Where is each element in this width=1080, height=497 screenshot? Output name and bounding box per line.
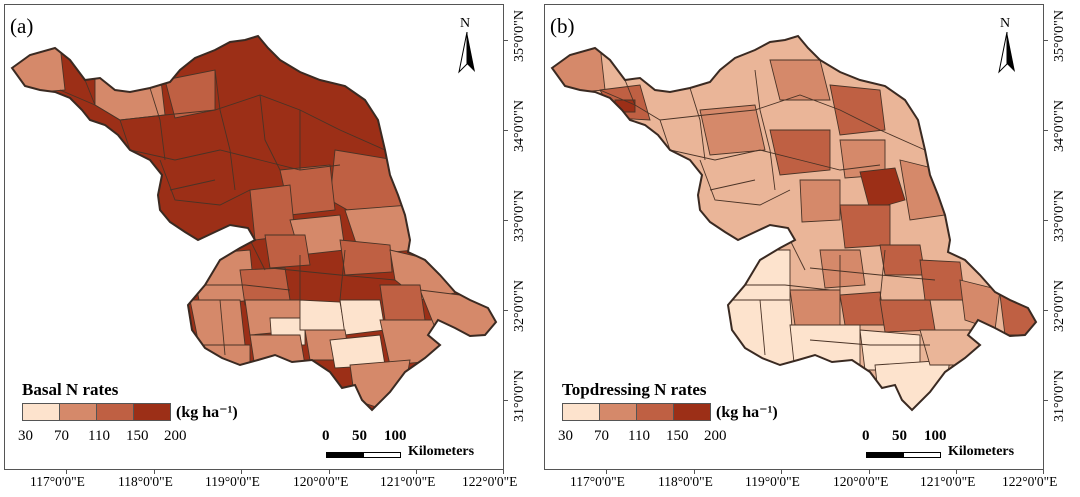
lon-tick: [956, 469, 957, 474]
north-arrow: N: [455, 16, 479, 74]
panel-label: (a): [10, 14, 34, 38]
north-label: N: [460, 16, 471, 31]
legend-swatches: (kg ha⁻¹): [22, 402, 238, 422]
map-panel-basal: (a) N Basal N rates (kg ha⁻¹) 30 70 110 …: [4, 4, 527, 489]
legend-unit: (kg ha⁻¹): [716, 404, 778, 421]
lat-label: 33°0'0"N: [512, 190, 527, 242]
lon-label: 117°0'0"E: [30, 474, 85, 489]
legend-swatches: (kg ha⁻¹): [562, 402, 778, 422]
lat-tick: [503, 400, 508, 401]
scale-number: 50: [352, 428, 367, 444]
legend-tick: 70: [594, 428, 609, 444]
lon-tick: [869, 469, 870, 474]
lat-label: 32°0'0"N: [512, 280, 527, 332]
lon-tick: [241, 469, 242, 474]
lon-label: 122°0'0"E: [462, 474, 518, 489]
scale-unit: Kilometers: [948, 444, 1015, 459]
lon-tick: [606, 469, 607, 474]
scale-number: 100: [924, 428, 947, 444]
scale-number: 0: [322, 428, 330, 444]
lat-label: 33°0'0"N: [1052, 190, 1067, 242]
lat-label: 32°0'0"N: [1052, 280, 1067, 332]
legend-tick: 200: [704, 428, 727, 444]
lat-tick: [1043, 220, 1048, 221]
north-arrow-icon: [998, 32, 1015, 74]
legend-title: Topdressing N rates: [562, 380, 707, 399]
lon-label: 120°0'0"E: [833, 474, 889, 489]
scale-bar: [326, 452, 401, 458]
lat-tick: [1043, 400, 1048, 401]
province-map: [550, 34, 1038, 412]
lon-label: 121°0'0"E: [380, 474, 436, 489]
legend-tick: 110: [628, 428, 650, 444]
legend-swatch-150-200: [133, 403, 171, 421]
lon-label: 118°0'0"E: [118, 474, 173, 489]
lat-tick: [1043, 130, 1048, 131]
legend-tick: 200: [164, 428, 187, 444]
lon-tick: [329, 469, 330, 474]
legend-tick: 30: [18, 428, 33, 444]
scale-number: 0: [862, 428, 870, 444]
legend-swatch-110-150: [636, 403, 674, 421]
lon-tick: [416, 469, 417, 474]
legend-tick: 110: [88, 428, 110, 444]
lon-label: 118°0'0"E: [658, 474, 713, 489]
province-outline: [550, 34, 1038, 412]
panel-label: (b): [550, 14, 575, 38]
lat-tick: [503, 220, 508, 221]
legend-tick: 150: [666, 428, 689, 444]
lat-tick: [1043, 310, 1048, 311]
north-label: N: [1000, 16, 1011, 31]
province-outline: [10, 34, 498, 412]
legend-swatch-110-150: [96, 403, 134, 421]
lat-tick: [503, 310, 508, 311]
lat-label: 35°0'0"N: [1052, 10, 1067, 62]
lat-label: 35°0'0"N: [512, 10, 527, 62]
scale-number: 50: [892, 428, 907, 444]
lon-tick: [1043, 469, 1044, 474]
lon-label: 119°0'0"E: [745, 474, 800, 489]
north-arrow-icon: [458, 32, 475, 74]
legend-swatch-30-70: [562, 403, 600, 421]
lat-tick: [503, 40, 508, 41]
legend-tick: 150: [126, 428, 149, 444]
north-arrow: N: [995, 16, 1019, 74]
legend-tick: 70: [54, 428, 69, 444]
lat-tick: [503, 130, 508, 131]
lat-label: 31°0'0"N: [512, 370, 527, 422]
lon-tick: [66, 469, 67, 474]
lon-label: 120°0'0"E: [293, 474, 349, 489]
legend-swatch-150-200: [673, 403, 711, 421]
legend-swatch-30-70: [22, 403, 60, 421]
lat-label: 31°0'0"N: [1052, 370, 1067, 422]
legend-tick: 30: [558, 428, 573, 444]
lat-tick: [1043, 40, 1048, 41]
lon-tick: [694, 469, 695, 474]
lat-label: 34°0'0"N: [512, 100, 527, 152]
lat-label: 34°0'0"N: [1052, 100, 1067, 152]
legend-swatch-70-110: [59, 403, 97, 421]
scale-bar: [866, 452, 941, 458]
lon-label: 119°0'0"E: [205, 474, 260, 489]
lon-label: 122°0'0"E: [1002, 474, 1058, 489]
lon-tick: [503, 469, 504, 474]
lon-label: 121°0'0"E: [920, 474, 976, 489]
scale-unit: Kilometers: [408, 444, 475, 459]
legend-unit: (kg ha⁻¹): [176, 404, 238, 421]
scale-number: 100: [384, 428, 407, 444]
province-map: [10, 34, 498, 412]
lon-tick: [781, 469, 782, 474]
legend-swatch-70-110: [599, 403, 637, 421]
lon-tick: [154, 469, 155, 474]
map-panel-topdressing: (b) N Topdressing N rates (kg ha⁻¹) 30 7…: [540, 0, 1080, 497]
legend-title: Basal N rates: [22, 380, 119, 399]
lon-label: 117°0'0"E: [570, 474, 625, 489]
